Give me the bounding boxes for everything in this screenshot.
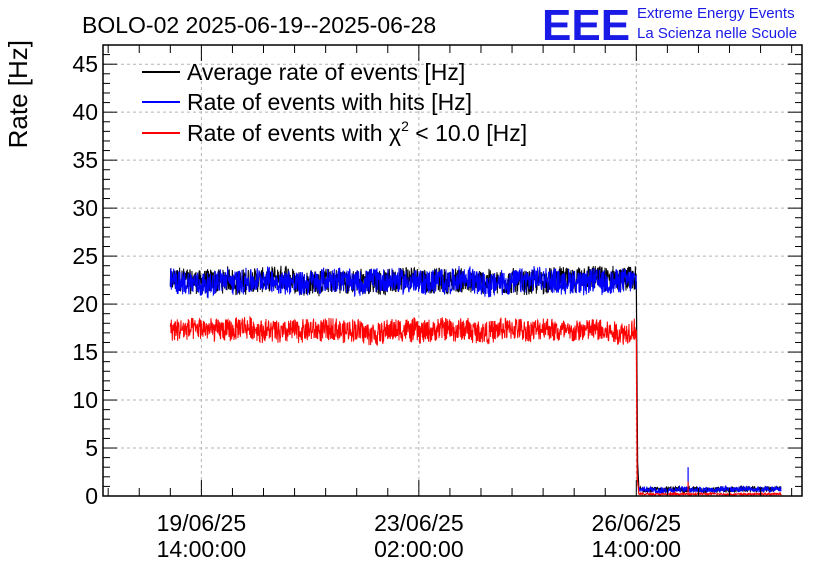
x-tick-label-date: 23/06/25	[374, 510, 464, 536]
series-line	[169, 266, 782, 495]
legend-label-hits: Rate of events with hits [Hz]	[187, 89, 472, 115]
series-layer	[169, 265, 782, 497]
legend-entry-chi2: Rate of events with χ2 < 10.0 [Hz]	[142, 118, 527, 146]
chart-title: BOLO-02 2025-06-19--2025-06-28	[82, 12, 436, 38]
y-tick-label: 10	[72, 387, 98, 413]
grid	[103, 45, 802, 496]
series-line	[169, 315, 782, 497]
eee-logo: EEE Extreme Energy Events La Scienza nel…	[542, 1, 797, 50]
series-line	[169, 265, 782, 495]
series-1	[169, 266, 782, 495]
y-tick-label: 5	[85, 435, 98, 461]
legend-label-chi2-sup: 2	[401, 118, 409, 134]
y-tick-label: 0	[85, 483, 98, 509]
x-tick-label-time: 14:00:00	[592, 536, 682, 562]
legend-entry-hits: Rate of events with hits [Hz]	[142, 89, 472, 115]
axes: 05101520253035404519/06/2514:00:0023/06/…	[72, 44, 803, 562]
y-tick-label: 25	[72, 243, 98, 269]
y-tick-label: 15	[72, 339, 98, 365]
plot-frame	[102, 44, 803, 497]
y-axis-label: Rate [Hz]	[3, 40, 33, 148]
y-tick-label: 35	[72, 147, 98, 173]
x-tick-label-time: 02:00:00	[374, 536, 464, 562]
eee-logo-line2: La Scienza nelle Scuole	[637, 25, 797, 42]
x-tick-label-time: 14:00:00	[157, 536, 247, 562]
legend-label-average: Average rate of events [Hz]	[187, 59, 465, 85]
y-tick-label: 40	[72, 99, 98, 125]
eee-logo-line1: Extreme Energy Events	[637, 5, 795, 22]
legend-label-chi2-symbol: χ	[389, 120, 401, 146]
x-tick-label-date: 19/06/25	[157, 510, 247, 536]
series-transition	[635, 329, 640, 495]
legend-label-chi2-prefix: Rate of events with	[187, 120, 389, 146]
eee-logo-mark: EEE	[542, 1, 630, 50]
legend-label-chi2-suffix: < 10.0 [Hz]	[409, 120, 527, 146]
y-tick-label: 20	[72, 291, 98, 317]
legend: Average rate of events [Hz] Rate of even…	[142, 59, 527, 146]
y-tick-label: 45	[72, 51, 98, 77]
series-0	[169, 265, 782, 495]
legend-entry-average: Average rate of events [Hz]	[142, 59, 465, 85]
x-tick-label-date: 26/06/25	[592, 510, 682, 536]
legend-label-chi2: Rate of events with χ2 < 10.0 [Hz]	[187, 118, 527, 146]
y-tick-label: 30	[72, 195, 98, 221]
series-2	[169, 315, 782, 497]
